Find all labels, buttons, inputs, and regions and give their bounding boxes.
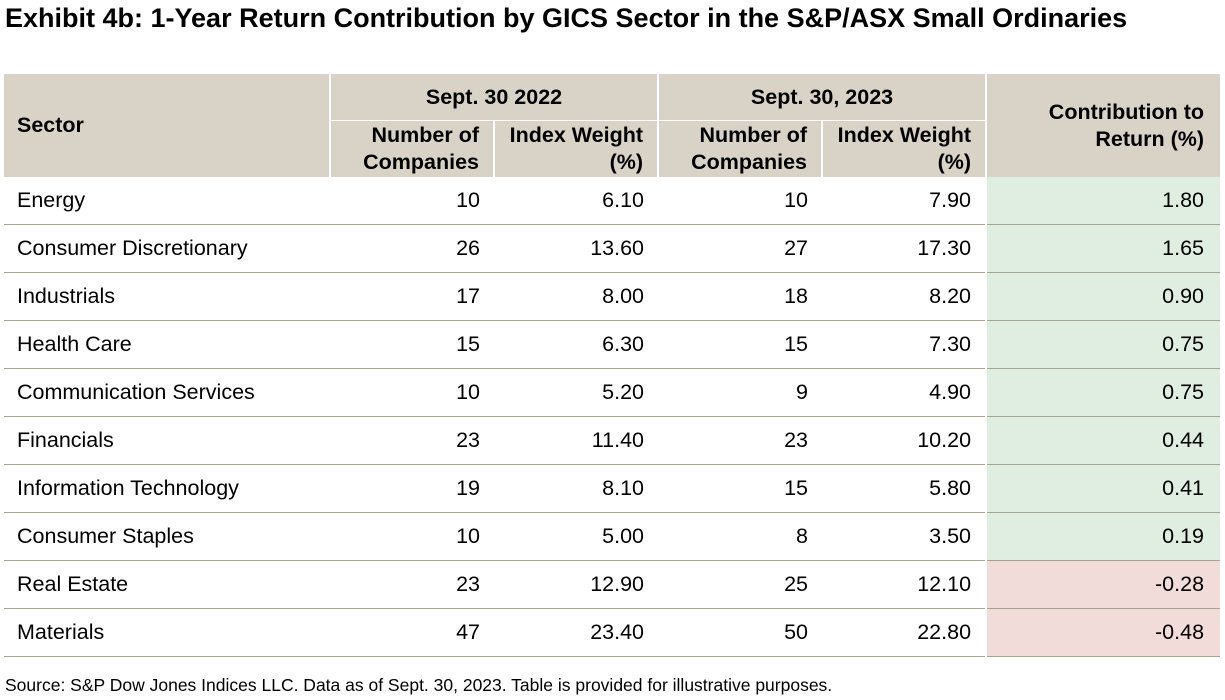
sector-contribution-table: Sector Sept. 30 2022 Sept. 30, 2023 Cont… <box>4 74 1221 657</box>
sector-cell: Information Technology <box>4 464 330 513</box>
contribution-cell: -0.28 <box>985 560 1221 609</box>
num-companies-2023-cell: 10 <box>658 177 823 225</box>
table-row: Industrials 17 8.00 18 8.20 0.90 <box>4 272 1221 321</box>
contribution-header: Contribution to Return (%) <box>986 74 1221 177</box>
index-weight-2023-cell: 4.90 <box>822 368 987 417</box>
index-weight-2022-cell: 8.10 <box>494 464 659 513</box>
table-row: Real Estate 23 12.90 25 12.10 -0.28 <box>4 560 1221 609</box>
contribution-cell: 0.41 <box>985 464 1221 513</box>
table-row: Consumer Discretionary 26 13.60 27 17.30… <box>4 224 1221 273</box>
num-companies-2022-cell: 15 <box>330 320 494 369</box>
num-companies-2023-cell: 9 <box>658 368 823 417</box>
index-weight-2022-cell: 6.30 <box>494 320 659 369</box>
num-companies-2023-cell: 18 <box>658 272 823 321</box>
num-companies-2023-cell: 50 <box>658 608 823 657</box>
table-body: Energy 10 6.10 10 7.90 1.80 Consumer Dis… <box>4 177 1221 657</box>
num-companies-2022-cell: 47 <box>330 608 494 657</box>
index-weight-2023-cell: 3.50 <box>822 512 987 561</box>
num-companies-2023-cell: 25 <box>658 560 823 609</box>
sector-cell: Financials <box>4 416 330 465</box>
contribution-cell: 0.75 <box>985 320 1221 369</box>
exhibit-title: Exhibit 4b: 1-Year Return Contribution b… <box>5 3 1128 33</box>
sector-cell: Real Estate <box>4 560 330 609</box>
sector-cell: Consumer Discretionary <box>4 224 330 273</box>
index-weight-2023-header: Index Weight (%) <box>822 120 988 177</box>
index-weight-2022-cell: 11.40 <box>494 416 659 465</box>
table-row: Information Technology 19 8.10 15 5.80 0… <box>4 464 1221 513</box>
num-companies-2022-cell: 23 <box>330 416 494 465</box>
contribution-cell: -0.48 <box>985 608 1221 657</box>
contribution-cell: 0.75 <box>985 368 1221 417</box>
index-weight-2022-cell: 8.00 <box>494 272 659 321</box>
index-weight-2023-cell: 7.30 <box>822 320 987 369</box>
index-weight-2022-cell: 23.40 <box>494 608 659 657</box>
num-companies-2022-cell: 10 <box>330 177 494 225</box>
contribution-cell: 1.65 <box>985 224 1221 273</box>
index-weight-2023-cell: 5.80 <box>822 464 987 513</box>
index-weight-2023-cell: 17.30 <box>822 224 987 273</box>
num-companies-2022-cell: 17 <box>330 272 494 321</box>
num-companies-2023-cell: 27 <box>658 224 823 273</box>
table-row: Energy 10 6.10 10 7.90 1.80 <box>4 177 1221 225</box>
contribution-cell: 0.19 <box>985 512 1221 561</box>
index-weight-2022-cell: 12.90 <box>494 560 659 609</box>
num-companies-2022-cell: 10 <box>330 368 494 417</box>
num-companies-2022-cell: 19 <box>330 464 494 513</box>
num-companies-2022-cell: 26 <box>330 224 494 273</box>
index-weight-2023-cell: 22.80 <box>822 608 987 657</box>
sector-cell: Communication Services <box>4 368 330 417</box>
table-row: Communication Services 10 5.20 9 4.90 0.… <box>4 368 1221 417</box>
index-weight-2022-cell: 5.20 <box>494 368 659 417</box>
sector-cell: Health Care <box>4 320 330 369</box>
contribution-cell: 1.80 <box>985 177 1221 225</box>
index-weight-2023-cell: 8.20 <box>822 272 987 321</box>
table-row: Consumer Staples 10 5.00 8 3.50 0.19 <box>4 512 1221 561</box>
index-weight-2022-cell: 6.10 <box>494 177 659 225</box>
sector-cell: Energy <box>4 177 330 225</box>
num-companies-2022-header: Number of Companies <box>330 120 495 177</box>
period-2023-header: Sept. 30, 2023 <box>658 74 988 121</box>
index-weight-2023-cell: 10.20 <box>822 416 987 465</box>
period-2022-header: Sept. 30 2022 <box>330 74 660 121</box>
sector-cell: Consumer Staples <box>4 512 330 561</box>
source-note: Source: S&P Dow Jones Indices LLC. Data … <box>5 675 833 695</box>
index-weight-2023-cell: 7.90 <box>822 177 987 225</box>
num-companies-2023-cell: 8 <box>658 512 823 561</box>
index-weight-2022-cell: 5.00 <box>494 512 659 561</box>
table-row: Financials 23 11.40 23 10.20 0.44 <box>4 416 1221 465</box>
contribution-cell: 0.90 <box>985 272 1221 321</box>
num-companies-2023-cell: 15 <box>658 320 823 369</box>
num-companies-2023-header: Number of Companies <box>658 120 824 177</box>
num-companies-2023-cell: 15 <box>658 464 823 513</box>
sector-header: Sector <box>4 74 331 177</box>
table-row: Materials 47 23.40 50 22.80 -0.48 <box>4 608 1221 657</box>
table-row: Health Care 15 6.30 15 7.30 0.75 <box>4 320 1221 369</box>
sector-cell: Industrials <box>4 272 330 321</box>
contribution-cell: 0.44 <box>985 416 1221 465</box>
index-weight-2022-header: Index Weight (%) <box>494 120 660 177</box>
num-companies-2022-cell: 10 <box>330 512 494 561</box>
index-weight-2022-cell: 13.60 <box>494 224 659 273</box>
index-weight-2023-cell: 12.10 <box>822 560 987 609</box>
num-companies-2023-cell: 23 <box>658 416 823 465</box>
sector-cell: Materials <box>4 608 330 657</box>
num-companies-2022-cell: 23 <box>330 560 494 609</box>
